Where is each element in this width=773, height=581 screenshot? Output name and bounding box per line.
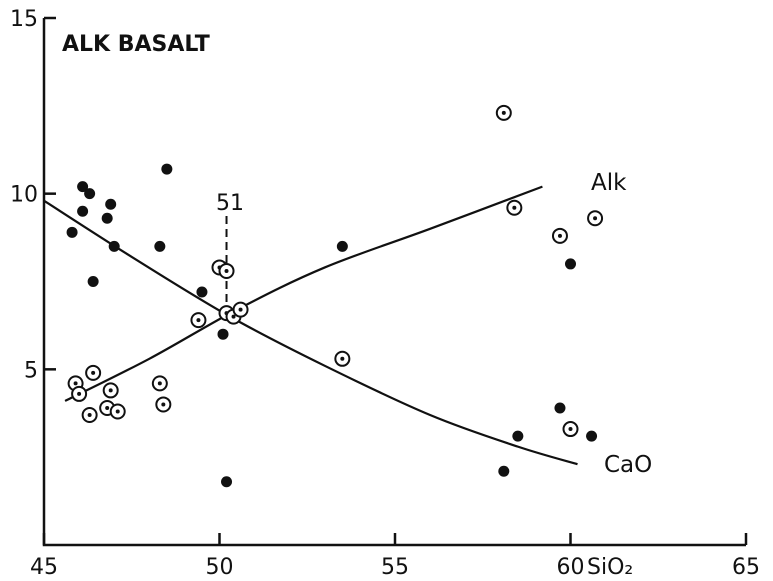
point-cao [498,465,510,477]
point-cao [565,258,576,270]
point-alk [102,382,119,399]
point-cao [554,402,566,414]
point-alk [551,227,568,244]
chart-title: ALK BASALT [62,32,210,57]
point-alk [109,403,126,420]
point-alk [232,301,249,318]
point-alk [587,210,604,227]
curve-cao [43,199,578,466]
point-alk [495,104,512,121]
point-alk [85,364,102,381]
trend-curves [43,185,578,466]
series-label-alk: Alk [591,170,627,196]
axes: 45 50 55 60 65 5 10 15 [10,7,760,580]
x-tick-label: 45 [30,555,58,580]
x-axis-label: SiO₂ [587,555,633,580]
point-alk [190,312,207,329]
point-cao [77,181,89,193]
point-cao [77,205,89,217]
point-alk [334,350,351,367]
point-cao [586,430,598,442]
point-alk [151,375,168,392]
chart-labels: ALK BASALT Alk CaO SiO₂ 51 [62,32,652,580]
curve-alk [64,185,543,402]
point-cao [108,240,120,252]
x-tick-label: 50 [206,555,234,580]
point-cao [336,240,348,252]
y-tick-label: 5 [24,358,38,383]
y-tick-label: 15 [10,7,38,32]
point-cao [105,198,117,210]
point-alk [218,262,235,279]
point-alk [155,396,172,413]
point-cao [196,286,208,298]
point-cao [154,240,166,252]
point-alk [506,199,523,216]
series-label-cao: CaO [604,452,652,478]
point-cao [217,328,229,340]
point-cao [161,163,173,175]
point-cao [87,276,99,287]
x-tick-label: 55 [381,555,409,580]
point-alk [81,407,98,424]
x-tick-label: 60 [557,555,585,580]
point-cao [84,188,96,200]
y-tick-label: 10 [10,183,38,208]
point-alk [562,421,579,438]
data-points [66,104,604,488]
x-tick-label: 65 [732,555,760,580]
point-cao [66,226,78,238]
point-cao [221,476,233,488]
point-alk [71,385,88,402]
point-cao [101,212,113,224]
annotation-label: 51 [216,191,244,216]
point-cao [512,430,524,442]
